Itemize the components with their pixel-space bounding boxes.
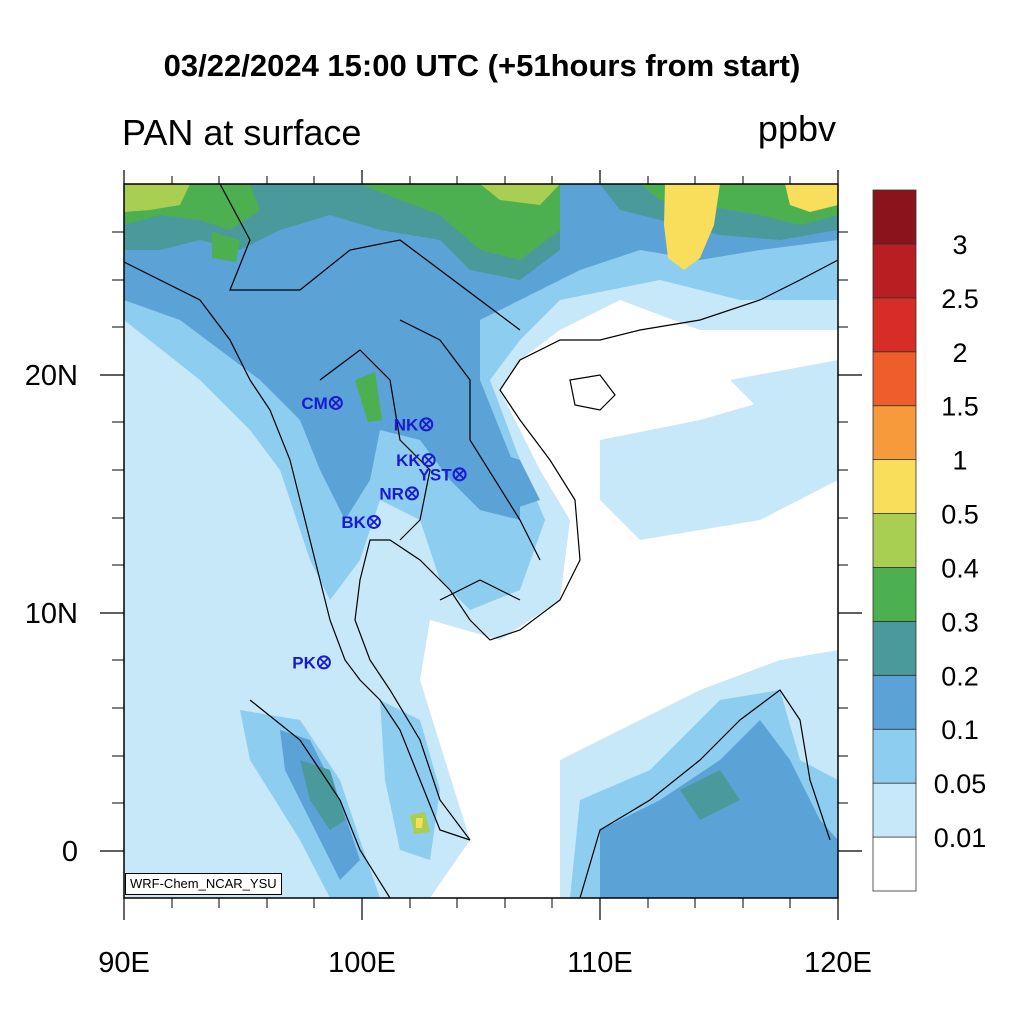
colorbar-level-label: 1.5 bbox=[941, 392, 979, 422]
colorbar-swatch bbox=[872, 728, 917, 784]
station-marker: YST bbox=[419, 465, 467, 484]
station-cross bbox=[331, 398, 341, 408]
colorbar-level-label: 0.5 bbox=[941, 500, 979, 530]
station-cross bbox=[424, 455, 434, 465]
station-label: NR bbox=[379, 484, 404, 503]
station-cross bbox=[319, 657, 329, 668]
colorbar-level-label: 0.2 bbox=[941, 661, 979, 691]
x-tick-label: 100E bbox=[328, 947, 396, 979]
units-label: ppbv bbox=[757, 108, 836, 149]
colorbar-level-label: 0.01 bbox=[934, 823, 987, 853]
station-cross bbox=[369, 517, 379, 527]
station-symbol bbox=[452, 467, 467, 482]
colorbar-swatch bbox=[872, 297, 917, 353]
colorbar-swatch bbox=[872, 620, 917, 676]
station-symbol bbox=[421, 453, 436, 468]
station-label: YST bbox=[419, 465, 453, 484]
colorbar-level-label: 0.4 bbox=[941, 553, 979, 583]
model-credit: WRF-Chem_NCAR_YSU bbox=[125, 873, 282, 895]
station-cross bbox=[454, 469, 465, 479]
colorbar-swatch bbox=[872, 189, 917, 245]
map-title: 03/22/2024 15:00 UTC (+51hours from star… bbox=[163, 48, 801, 83]
colorbar-swatch bbox=[872, 513, 917, 568]
colorbar-swatch bbox=[872, 674, 917, 730]
colorbar-swatch bbox=[872, 782, 917, 838]
station-marker: KK bbox=[396, 451, 436, 470]
station-symbol bbox=[419, 417, 434, 432]
station-symbol bbox=[316, 655, 331, 670]
colorbar-level-label: 0.1 bbox=[941, 715, 979, 745]
station-label: PK bbox=[292, 653, 316, 672]
colorbar-level-label: 0.05 bbox=[934, 769, 987, 799]
station-cross bbox=[421, 419, 431, 430]
station-symbol bbox=[404, 486, 419, 501]
colorbar-level-label: 2 bbox=[952, 338, 967, 368]
colorbar-swatch bbox=[872, 405, 917, 461]
station-marker: PK bbox=[292, 653, 331, 672]
station-label: NK bbox=[394, 415, 419, 434]
y-tick-label: 20N bbox=[25, 360, 78, 392]
station-marker: NK bbox=[394, 415, 434, 434]
x-tick-label: 90E bbox=[98, 947, 150, 979]
station-marker: CM bbox=[301, 394, 343, 413]
station-label: BK bbox=[341, 513, 366, 532]
station-label: CM bbox=[301, 394, 327, 413]
colorbar-swatch bbox=[872, 836, 917, 892]
station-marker: BK bbox=[341, 513, 381, 532]
colorbar-level-label: 3 bbox=[952, 230, 967, 260]
station-label: KK bbox=[396, 451, 421, 470]
colorbar-level-label: 0.3 bbox=[941, 607, 979, 637]
variable-title: PAN at surface bbox=[122, 112, 362, 153]
colorbar-swatch bbox=[872, 459, 917, 514]
colorbar-swatch bbox=[872, 351, 917, 407]
colorbar-swatch bbox=[872, 243, 917, 299]
colorbar-swatch bbox=[872, 567, 917, 622]
station-marker: NR bbox=[379, 484, 419, 503]
station-symbol bbox=[366, 514, 381, 529]
y-tick-label: 10N bbox=[25, 598, 78, 630]
y-tick-label: 0 bbox=[62, 836, 78, 868]
colorbar-level-label: 2.5 bbox=[941, 284, 979, 314]
x-tick-label: 120E bbox=[804, 947, 872, 979]
map-frame bbox=[123, 183, 839, 899]
station-symbol bbox=[328, 395, 343, 410]
colorbar-level-label: 1 bbox=[952, 446, 967, 476]
station-cross bbox=[407, 488, 417, 499]
x-tick-label: 110E bbox=[567, 947, 633, 979]
axis-ticks bbox=[100, 170, 862, 920]
colorbar: 0.01 0.05 0.1 0.2 0.3 0.4 0.5 1 1.5 2 2.5 3 bbox=[872, 189, 987, 892]
concentration-field bbox=[124, 184, 838, 898]
